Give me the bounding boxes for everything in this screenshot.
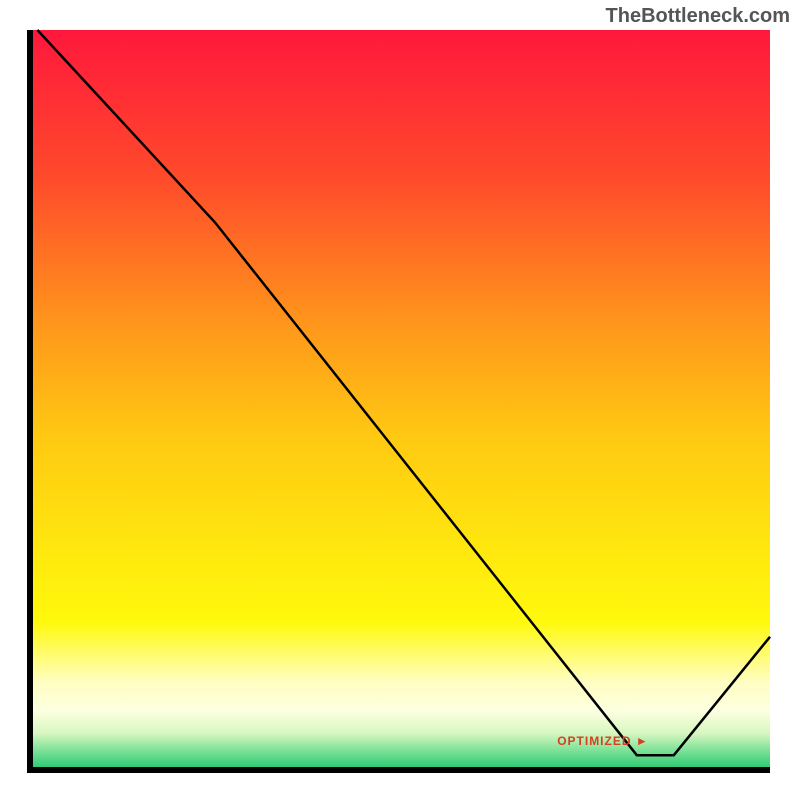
optimized-marker-label: OPTIMIZED ► (557, 734, 649, 748)
chart-container: TheBottleneck.com OPTIMIZED ► (0, 0, 800, 800)
watermark-text: TheBottleneck.com (606, 5, 790, 28)
bottleneck-chart (0, 0, 800, 800)
